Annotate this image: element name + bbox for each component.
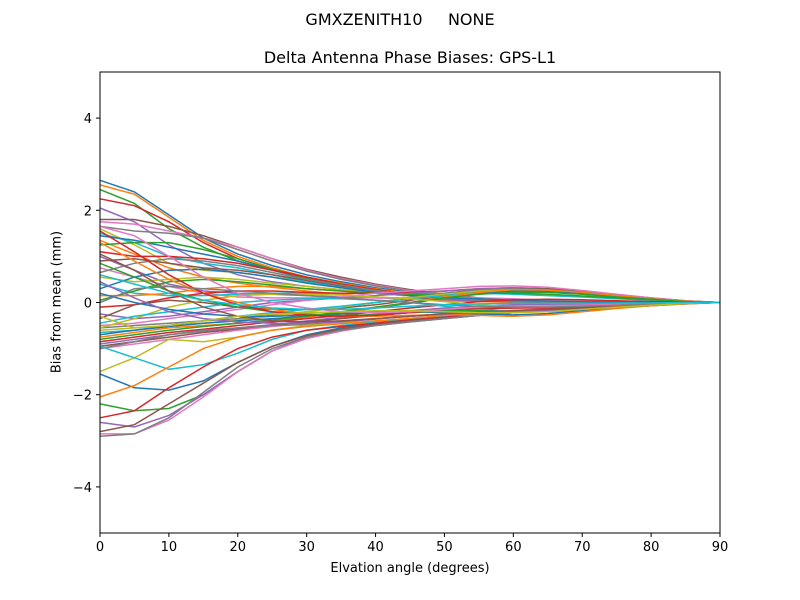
svg-text:20: 20	[230, 540, 247, 555]
series-line	[99, 184, 721, 305]
svg-text:40: 40	[367, 540, 384, 555]
y-tick: 4	[84, 112, 100, 127]
x-tick: 50	[436, 533, 453, 555]
svg-text:70: 70	[574, 540, 591, 555]
y-tick: 0	[84, 297, 100, 312]
x-tick: 0	[96, 533, 104, 555]
series-line	[99, 268, 720, 304]
x-tick: 90	[712, 533, 729, 555]
y-tick: 2	[84, 204, 100, 219]
x-tick: 10	[161, 533, 178, 555]
svg-text:50: 50	[436, 540, 453, 555]
x-tick: 70	[574, 533, 591, 555]
y-axis-label: Bias from mean (mm)	[49, 230, 65, 374]
x-tick: 30	[298, 533, 315, 555]
svg-text:0: 0	[84, 297, 92, 312]
chart-title: Delta Antenna Phase Biases: GPS-L1	[263, 48, 557, 67]
x-tick: 40	[367, 533, 384, 555]
svg-text:10: 10	[161, 540, 178, 555]
svg-text:90: 90	[712, 540, 729, 555]
svg-text:0: 0	[96, 540, 104, 555]
x-axis-ticks: 0 10 20 30 40 50 60 70 80 90	[96, 533, 728, 555]
data-lines	[99, 179, 721, 437]
y-tick: −2	[73, 389, 100, 404]
x-tick: 80	[643, 533, 660, 555]
svg-text:−2: −2	[73, 389, 92, 404]
figure-suptitle: GMXZENITH10 NONE	[305, 10, 495, 29]
series-line	[99, 298, 721, 343]
svg-text:4: 4	[84, 112, 92, 127]
svg-text:30: 30	[298, 540, 315, 555]
svg-text:80: 80	[643, 540, 660, 555]
series-line	[99, 301, 721, 329]
y-axis-ticks: −4 −2 0 2 4	[73, 112, 100, 496]
x-axis-label: Elvation angle (degrees)	[330, 561, 490, 576]
svg-text:2: 2	[84, 204, 92, 219]
series-line	[99, 285, 721, 308]
svg-text:60: 60	[505, 540, 522, 555]
y-tick: −4	[73, 481, 100, 496]
series-line	[99, 274, 720, 311]
series-line	[99, 225, 721, 314]
series-line	[99, 278, 721, 304]
x-tick: 60	[505, 533, 522, 555]
x-tick: 20	[230, 533, 247, 555]
series-line	[99, 253, 721, 323]
svg-text:−4: −4	[73, 481, 92, 496]
